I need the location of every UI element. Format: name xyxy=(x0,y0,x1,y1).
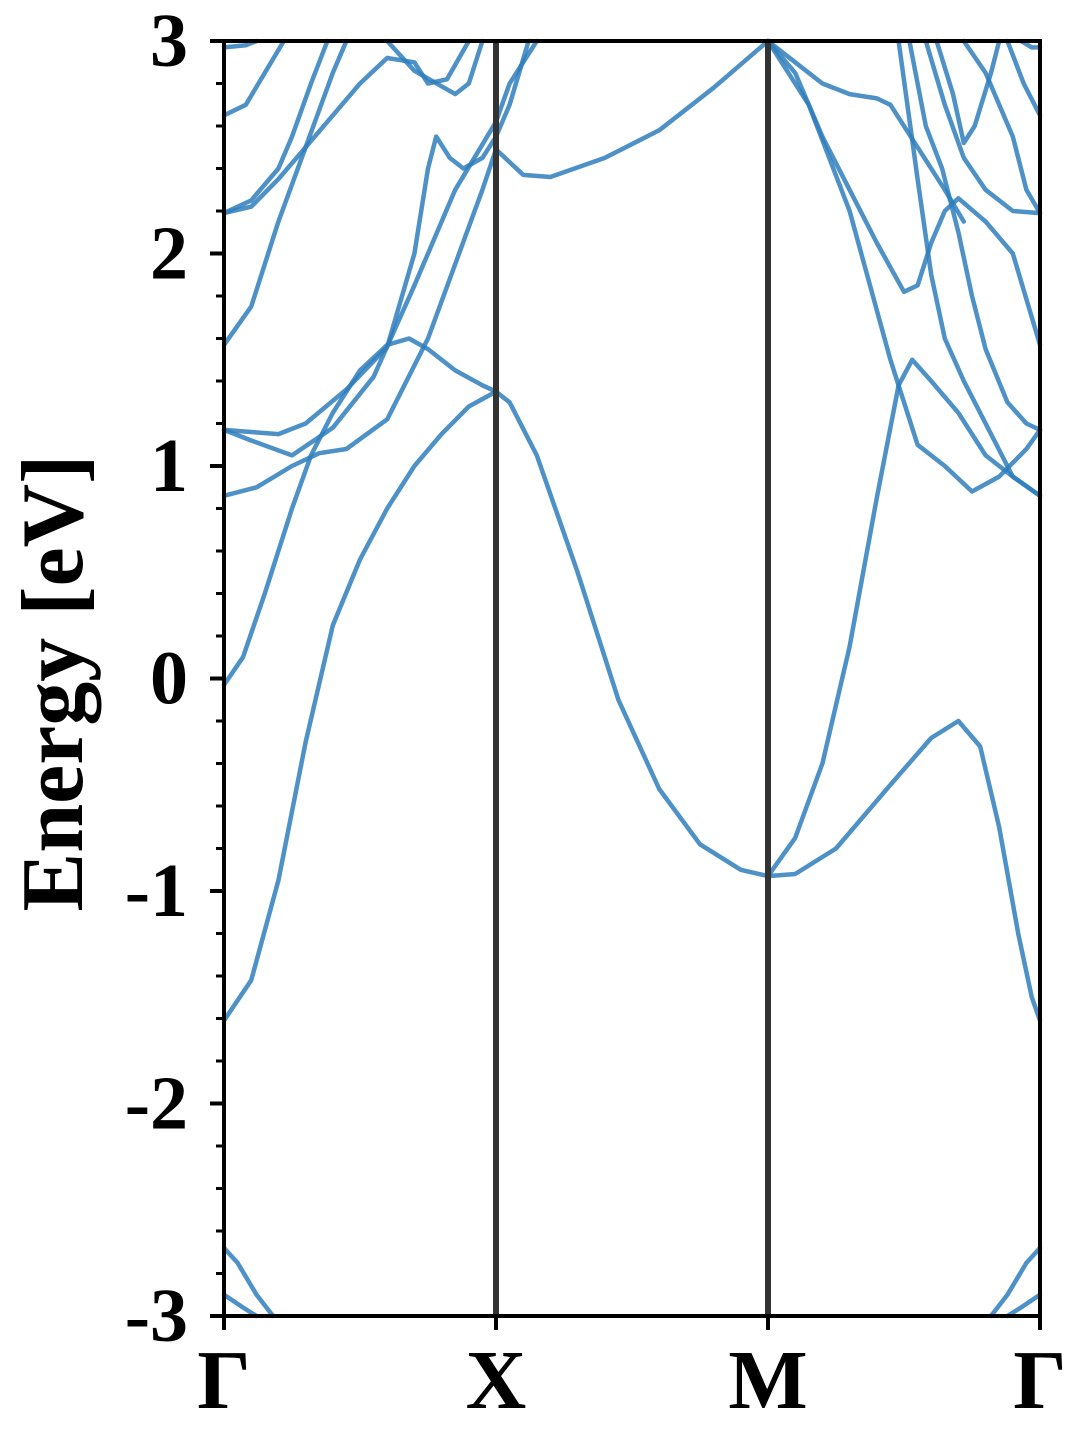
major-tick-group xyxy=(210,39,224,1318)
plot-frame xyxy=(222,39,1042,1318)
band-line xyxy=(1018,38,1043,50)
band-line xyxy=(493,389,771,879)
band-line xyxy=(221,38,771,499)
y-tick-label: 1 xyxy=(150,424,188,508)
y-axis-title: Energy [eV] xyxy=(5,455,102,912)
band-line xyxy=(1005,38,1043,118)
y-tick-label: 3 xyxy=(150,0,188,83)
x-tick-label: M xyxy=(728,1334,807,1427)
band-line xyxy=(221,38,287,118)
band-line xyxy=(923,38,1043,216)
y-tick-labels: 3 2 1 0 -1 -2 -3 xyxy=(125,0,188,1358)
band-line xyxy=(961,38,1043,216)
band-line xyxy=(907,38,1043,433)
band-line xyxy=(765,38,1043,494)
x-tick-label: Γ xyxy=(1013,1334,1066,1427)
band-line xyxy=(221,1245,276,1319)
y-tick-label: -3 xyxy=(125,1274,188,1358)
band-line xyxy=(221,38,349,348)
band-line xyxy=(384,38,485,97)
x-tick-label: X xyxy=(466,1334,527,1427)
y-tick-label: -1 xyxy=(125,849,188,933)
band-line xyxy=(765,357,1043,879)
band-line xyxy=(221,389,499,1023)
x-tick-label: Γ xyxy=(197,1334,250,1427)
band-line xyxy=(221,38,330,216)
kpoint-dividers xyxy=(222,41,1042,1330)
band-line xyxy=(221,1292,259,1319)
band-line xyxy=(765,38,967,224)
band-line xyxy=(221,38,531,437)
band-line xyxy=(934,38,1002,146)
band-line xyxy=(765,718,1043,1023)
band-line xyxy=(221,38,540,458)
band-line xyxy=(1005,1292,1043,1319)
y-tick-label: 0 xyxy=(150,637,188,721)
y-tick-label: -2 xyxy=(125,1062,188,1146)
band-lines xyxy=(221,38,1043,1319)
band-line xyxy=(896,38,1043,499)
y-tick-label: 2 xyxy=(150,212,188,296)
band-line xyxy=(221,336,499,688)
band-line xyxy=(988,1245,1043,1319)
